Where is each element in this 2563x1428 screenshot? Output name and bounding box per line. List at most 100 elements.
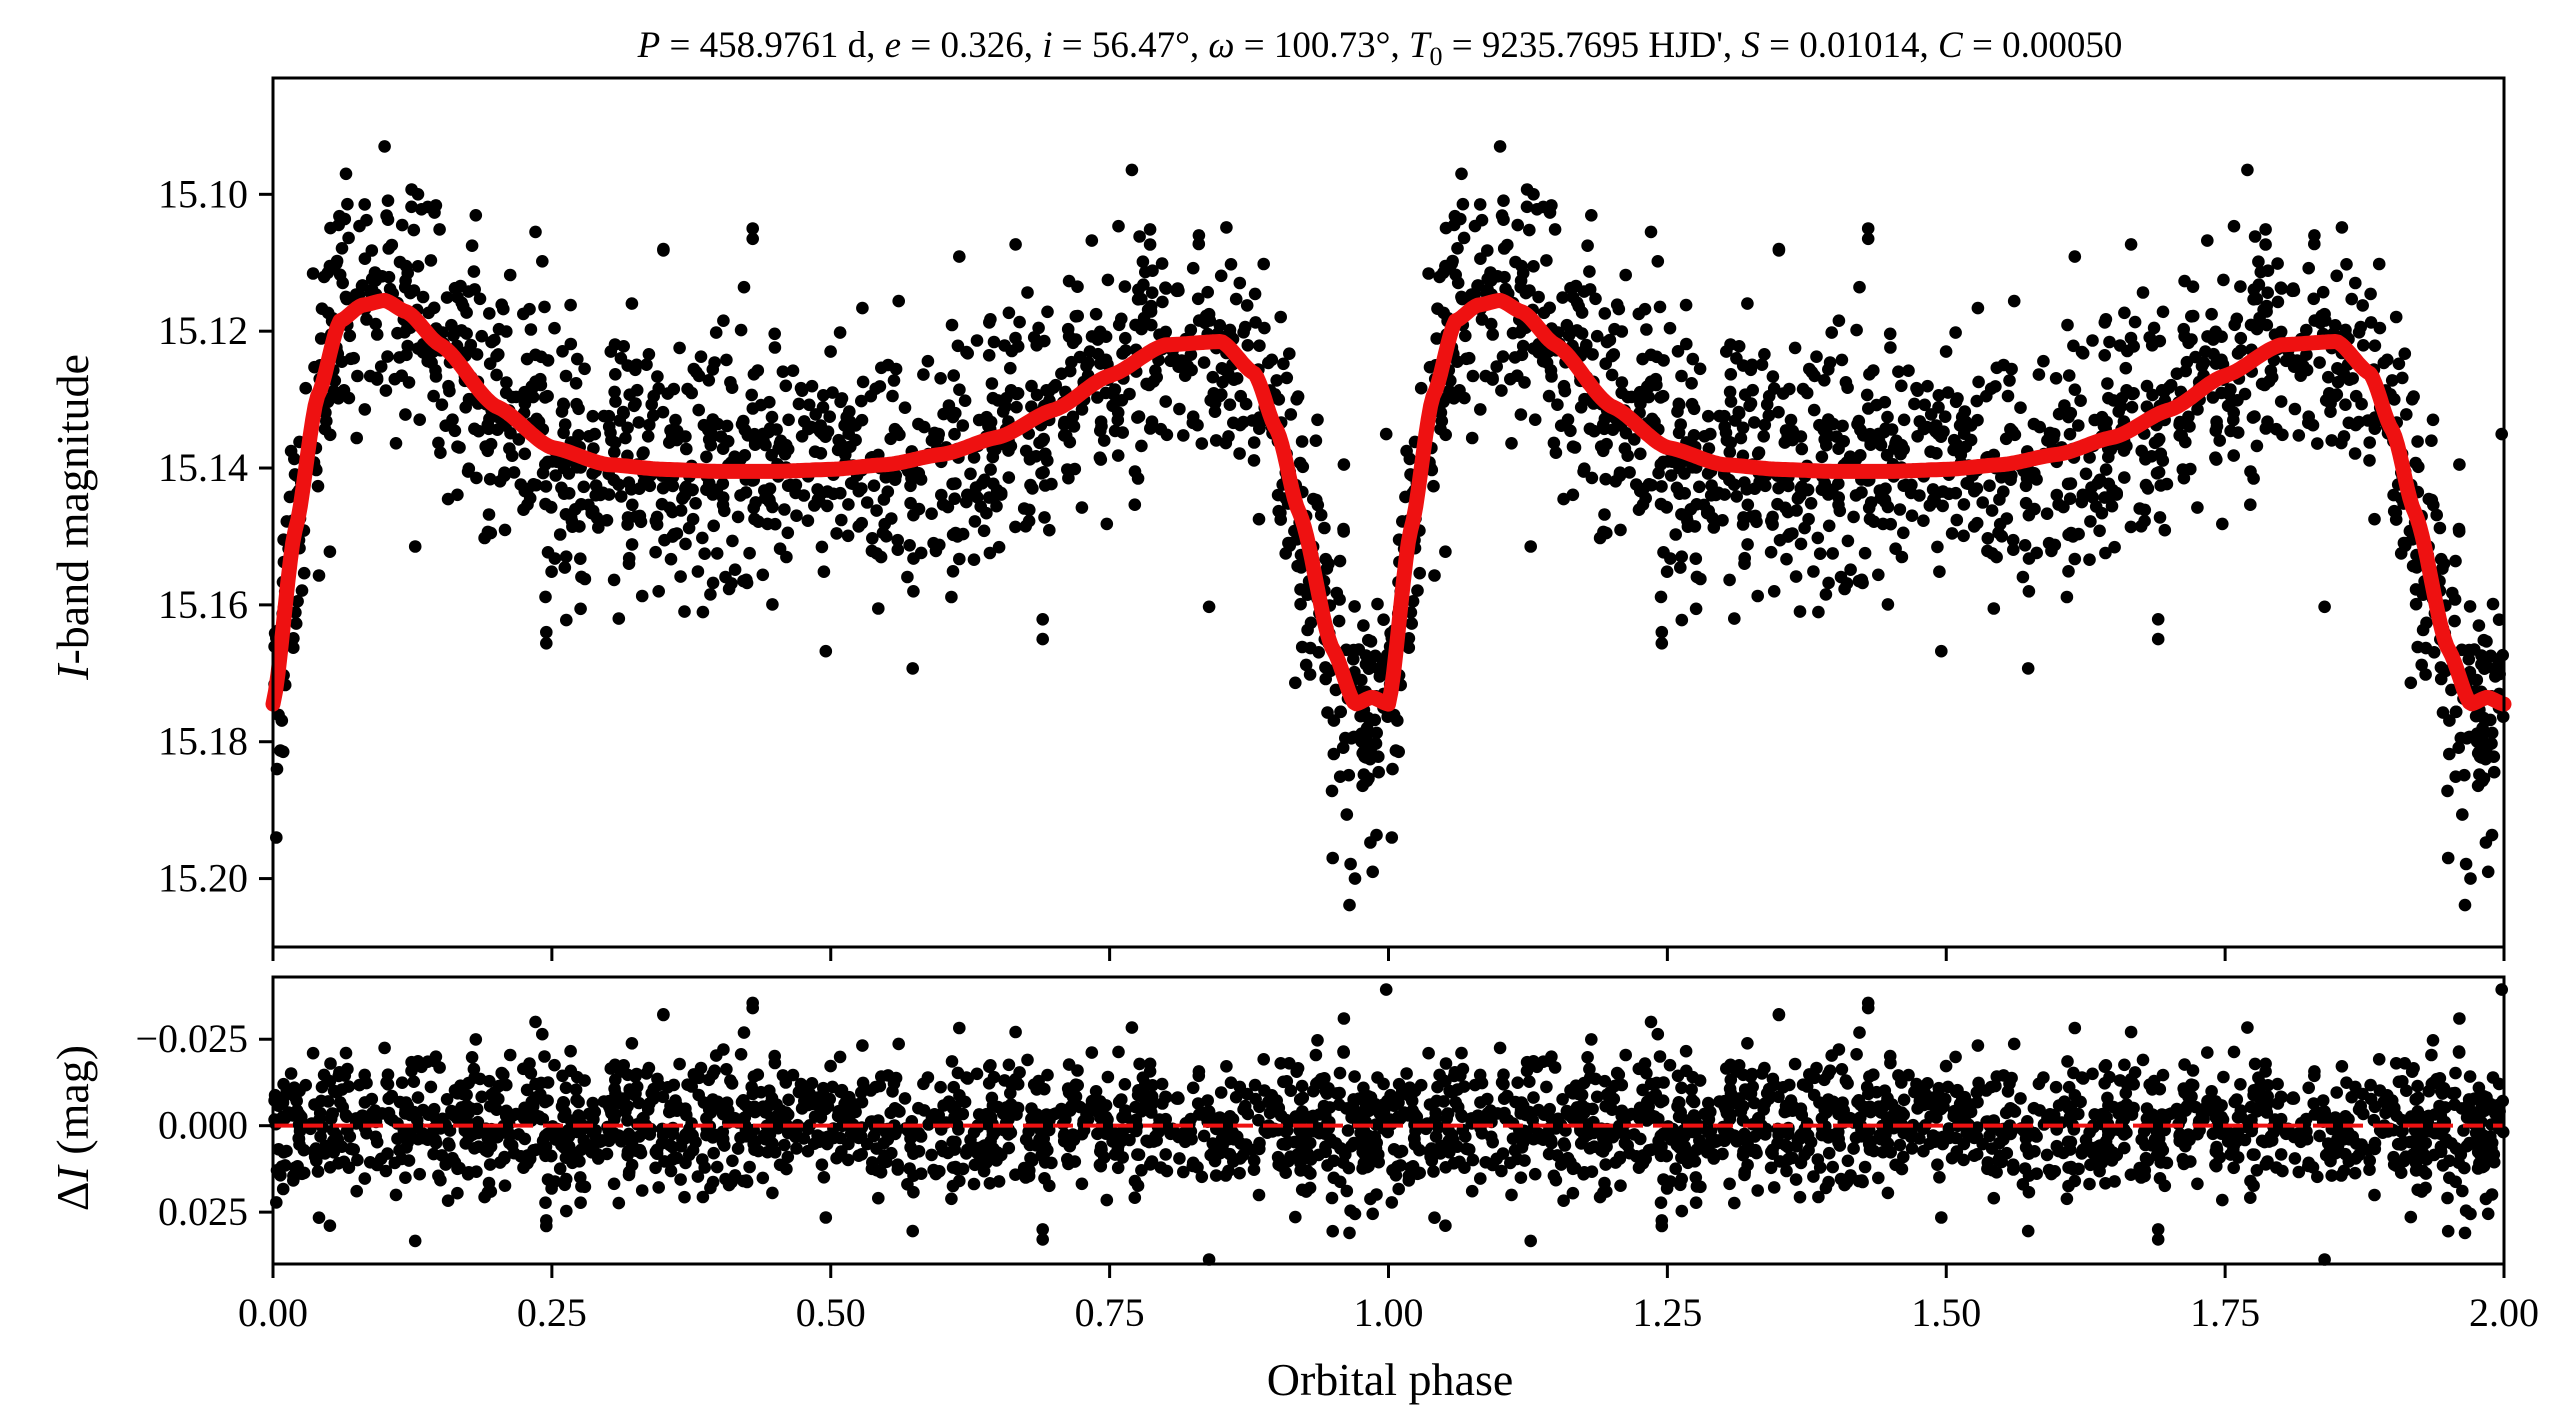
residual-point: [2244, 1191, 2257, 1204]
observation-point: [1818, 476, 1831, 490]
observation-point: [2284, 352, 2297, 366]
residual-point: [1933, 1171, 1946, 1184]
observation-point: [1143, 223, 1157, 236]
residual-point: [2335, 1169, 2348, 1182]
residual-point: [1097, 1151, 1111, 1164]
observation-point: [2068, 552, 2082, 566]
observation-point: [970, 334, 984, 347]
residual-point: [823, 1092, 836, 1106]
observation-point: [2083, 553, 2096, 566]
observation-point: [870, 504, 883, 517]
observation-point: [1422, 267, 1435, 280]
observation-point: [315, 302, 329, 316]
observation-point: [1085, 234, 1099, 247]
observation-point: [1284, 408, 1298, 421]
observation-point: [2459, 857, 2473, 871]
observation-point: [2346, 372, 2359, 385]
residual-point: [483, 1074, 496, 1088]
observation-point: [1772, 244, 1786, 257]
observation-point: [609, 368, 622, 381]
observation-point: [1832, 442, 1845, 456]
residual-point: [2066, 1118, 2079, 1132]
observation-point: [588, 427, 602, 441]
residual-point: [564, 1044, 577, 1058]
observation-point: [2105, 488, 2118, 502]
residual-point: [527, 1144, 541, 1157]
observation-point: [1462, 351, 1476, 365]
observation-point: [1597, 422, 1611, 436]
observation-point: [540, 625, 553, 639]
observation-point: [1083, 345, 1097, 358]
observation-point: [2481, 865, 2495, 879]
observation-point: [670, 527, 684, 540]
observation-point: [2426, 413, 2440, 427]
observation-point: [2004, 422, 2017, 436]
observation-point: [1675, 613, 1689, 627]
observation-point: [1910, 381, 1923, 395]
residual-point: [763, 1133, 776, 1147]
observation-point: [1881, 598, 1895, 611]
observation-point: [587, 442, 600, 455]
observation-point: [2028, 471, 2041, 485]
observation-point: [1766, 370, 1780, 383]
observation-point: [1614, 523, 1627, 537]
residual-point: [2250, 1105, 2264, 1118]
residual-point: [1693, 1074, 1707, 1087]
observation-point: [2349, 276, 2362, 290]
residual-point: [1441, 1107, 1455, 1120]
observation-point: [1826, 547, 1839, 560]
observation-point: [2101, 377, 2114, 390]
residual-point: [1800, 1080, 1814, 1093]
residual-point: [1583, 1062, 1596, 1076]
observation-point: [341, 197, 354, 211]
observation-point: [1634, 484, 1647, 498]
residual-point: [885, 1146, 898, 1160]
observation-point: [1406, 595, 1420, 608]
observation-point: [1171, 282, 1184, 295]
observation-point: [564, 337, 578, 351]
observation-point: [1272, 504, 1285, 518]
observation-point: [1917, 514, 1930, 527]
observation-point: [786, 364, 800, 378]
observation-point: [378, 140, 391, 153]
residual-point: [1423, 1145, 1436, 1158]
residual-point: [443, 1139, 456, 1152]
observation-point: [1032, 321, 1045, 335]
residual-point: [1825, 1049, 1838, 1062]
observation-point: [689, 497, 702, 510]
observation-point: [1280, 371, 1294, 385]
observation-point: [686, 483, 699, 497]
observation-point: [1899, 478, 1913, 492]
residual-point: [1405, 1094, 1419, 1108]
residual-point: [2441, 1191, 2454, 1205]
observation-point: [478, 531, 491, 545]
observation-point: [2022, 585, 2036, 598]
observation-point: [1369, 737, 1383, 750]
observation-point: [2074, 394, 2087, 408]
observation-point: [1811, 531, 1825, 545]
observation-point: [1543, 301, 1556, 315]
residual-point: [906, 1224, 919, 1238]
observation-point: [951, 339, 965, 353]
observation-point: [1359, 649, 1373, 662]
residual-point: [805, 1077, 819, 1090]
observation-point: [2487, 662, 2501, 676]
observation-point: [2377, 356, 2391, 370]
observation-point: [1177, 429, 1190, 442]
residual-point: [1152, 1125, 1165, 1139]
observation-point: [1270, 374, 1283, 387]
observation-point: [2340, 258, 2353, 271]
residual-point: [1913, 1132, 1926, 1145]
residual-point: [608, 1082, 621, 1096]
residual-point: [1486, 1135, 1499, 1149]
residual-point: [875, 1070, 888, 1083]
residual-point: [797, 1132, 811, 1145]
observation-point: [719, 570, 732, 584]
observation-point: [1413, 566, 1426, 580]
observation-point: [635, 589, 649, 603]
observation-point: [1307, 492, 1320, 506]
observation-point: [1562, 329, 1576, 342]
observation-point: [696, 531, 709, 545]
observation-point: [2288, 402, 2302, 416]
residual-point: [1299, 1110, 1313, 1123]
